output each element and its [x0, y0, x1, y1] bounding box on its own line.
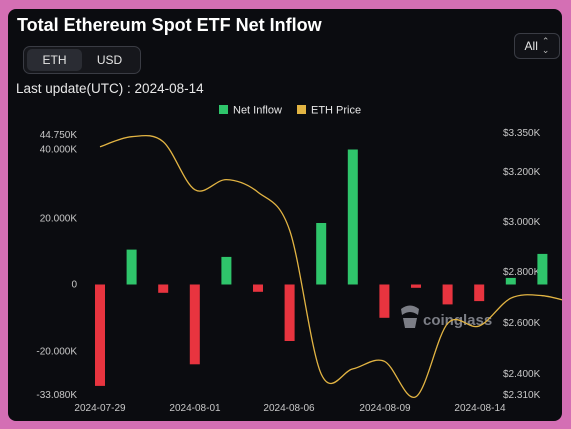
- right-tick-label: $3.350K: [503, 128, 541, 139]
- x-axis: 2024-07-29 2024-08-01 2024-08-06 2024-08…: [74, 403, 506, 414]
- chart-panel: Total Ethereum Spot ETF Net Inflow ETH U…: [8, 9, 562, 421]
- left-axis: 44.750K 40.000K 20.000K 0 -20.000K -33.0…: [36, 130, 77, 401]
- unit-usd-option[interactable]: USD: [96, 53, 123, 67]
- right-tick-label: $3.000K: [503, 217, 541, 228]
- unit-toggle[interactable]: ETH USD: [23, 46, 141, 74]
- unit-eth-option[interactable]: ETH: [27, 49, 82, 71]
- legend-swatch-eth-price: [297, 105, 306, 114]
- net-inflow-bar[interactable]: [158, 284, 169, 293]
- net-inflow-bar[interactable]: [411, 284, 421, 288]
- net-inflow-bar[interactable]: [347, 149, 358, 285]
- right-tick-label: $3.200K: [503, 167, 541, 178]
- last-update-text: Last update(UTC) : 2024-08-14: [16, 81, 204, 96]
- x-tick-label: 2024-07-29: [74, 403, 126, 414]
- range-select[interactable]: All ⌃ ⌄: [514, 33, 560, 59]
- chart-svg: Net Inflow ETH Price 44.750K 40.000K 20.…: [36, 105, 562, 414]
- coinglass-logo-icon: [401, 305, 419, 328]
- net-inflow-bar[interactable]: [284, 284, 295, 342]
- right-axis: $3.350K $3.200K $3.000K $2.800K $2.600K …: [503, 128, 541, 401]
- right-tick-label: $2.400K: [503, 369, 541, 380]
- chart-legend: Net Inflow ETH Price: [219, 105, 361, 117]
- legend-net-inflow[interactable]: Net Inflow: [233, 105, 282, 117]
- watermark-text: coinglass: [423, 312, 492, 329]
- net-inflow-bar[interactable]: [442, 284, 453, 305]
- x-tick-label: 2024-08-01: [169, 403, 221, 414]
- range-select-value: All: [524, 39, 538, 53]
- right-tick-label: $2.800K: [503, 267, 541, 278]
- x-tick-label: 2024-08-06: [263, 403, 315, 414]
- net-inflow-bar[interactable]: [537, 253, 548, 285]
- net-inflow-bar[interactable]: [95, 284, 105, 386]
- bar-series: [95, 149, 548, 386]
- net-inflow-bar[interactable]: [379, 284, 390, 318]
- left-tick-label: 20.000K: [40, 214, 78, 225]
- left-tick-label: 0: [71, 280, 77, 291]
- left-tick-label: 44.750K: [40, 130, 78, 141]
- legend-eth-price[interactable]: ETH Price: [311, 105, 361, 117]
- x-tick-label: 2024-08-09: [359, 403, 411, 414]
- legend-swatch-net-inflow: [219, 105, 228, 114]
- net-inflow-bar[interactable]: [221, 256, 232, 285]
- left-tick-label: -20.000K: [36, 347, 77, 358]
- chevron-updown-icon: ⌃ ⌄: [541, 36, 550, 55]
- x-tick-label: 2024-08-14: [454, 403, 506, 414]
- coinglass-watermark: coinglass: [401, 305, 492, 329]
- right-tick-label: $2.310K: [503, 390, 541, 401]
- net-inflow-bar[interactable]: [126, 249, 137, 285]
- left-tick-label: -33.080K: [36, 390, 77, 401]
- net-inflow-bar[interactable]: [189, 284, 200, 365]
- eth-price-line: [99, 134, 562, 398]
- chart-title: Total Ethereum Spot ETF Net Inflow: [17, 15, 322, 35]
- net-inflow-bar[interactable]: [474, 284, 485, 302]
- net-inflow-bar[interactable]: [505, 277, 516, 285]
- net-inflow-bar[interactable]: [316, 223, 327, 285]
- right-tick-label: $2.600K: [503, 318, 541, 329]
- net-inflow-bar[interactable]: [253, 284, 263, 292]
- left-tick-label: 40.000K: [40, 145, 78, 156]
